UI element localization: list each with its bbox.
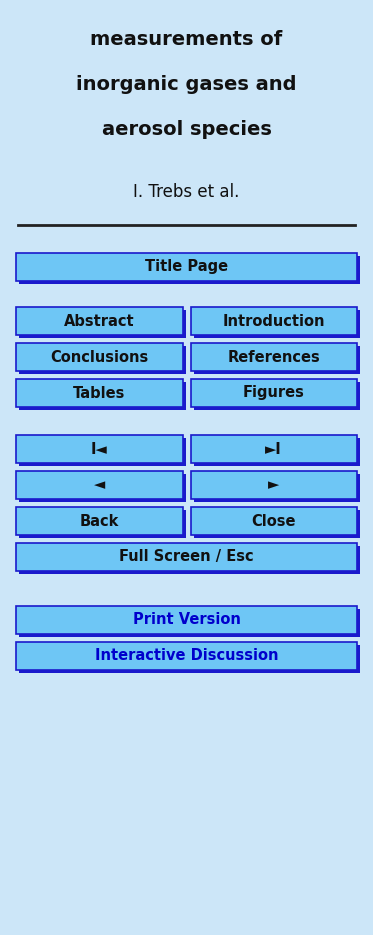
Text: I. Trebs et al.: I. Trebs et al. xyxy=(133,183,240,201)
Text: References: References xyxy=(228,350,320,365)
FancyBboxPatch shape xyxy=(16,253,357,281)
FancyBboxPatch shape xyxy=(19,546,360,574)
Text: ►I: ►I xyxy=(265,441,282,456)
FancyBboxPatch shape xyxy=(194,474,360,502)
Text: Interactive Discussion: Interactive Discussion xyxy=(95,649,278,664)
FancyBboxPatch shape xyxy=(194,510,360,538)
FancyBboxPatch shape xyxy=(16,543,357,571)
FancyBboxPatch shape xyxy=(19,310,185,338)
Text: Full Screen / Esc: Full Screen / Esc xyxy=(119,550,254,565)
FancyBboxPatch shape xyxy=(194,438,360,466)
FancyBboxPatch shape xyxy=(194,346,360,374)
FancyBboxPatch shape xyxy=(19,510,185,538)
FancyBboxPatch shape xyxy=(19,346,185,374)
FancyBboxPatch shape xyxy=(16,507,182,535)
Text: Introduction: Introduction xyxy=(223,313,325,328)
Text: Abstract: Abstract xyxy=(64,313,135,328)
Text: Print Version: Print Version xyxy=(132,612,241,627)
Text: aerosol species: aerosol species xyxy=(101,120,272,139)
FancyBboxPatch shape xyxy=(191,471,357,499)
Text: ►: ► xyxy=(268,478,279,493)
FancyBboxPatch shape xyxy=(191,507,357,535)
FancyBboxPatch shape xyxy=(16,343,182,371)
Text: ◄: ◄ xyxy=(94,478,105,493)
FancyBboxPatch shape xyxy=(191,343,357,371)
FancyBboxPatch shape xyxy=(194,310,360,338)
FancyBboxPatch shape xyxy=(16,435,182,463)
FancyBboxPatch shape xyxy=(191,379,357,407)
FancyBboxPatch shape xyxy=(19,382,185,410)
FancyBboxPatch shape xyxy=(191,435,357,463)
FancyBboxPatch shape xyxy=(194,382,360,410)
Text: inorganic gases and: inorganic gases and xyxy=(76,75,297,94)
Text: Conclusions: Conclusions xyxy=(50,350,148,365)
FancyBboxPatch shape xyxy=(19,474,185,502)
FancyBboxPatch shape xyxy=(16,606,357,634)
FancyBboxPatch shape xyxy=(19,438,185,466)
Text: Title Page: Title Page xyxy=(145,260,228,275)
FancyBboxPatch shape xyxy=(19,256,360,284)
FancyBboxPatch shape xyxy=(16,642,357,670)
FancyBboxPatch shape xyxy=(16,307,182,335)
Text: Figures: Figures xyxy=(243,385,305,400)
Text: Close: Close xyxy=(251,513,296,528)
FancyBboxPatch shape xyxy=(191,307,357,335)
FancyBboxPatch shape xyxy=(16,471,182,499)
Text: I◄: I◄ xyxy=(91,441,108,456)
Text: measurements of: measurements of xyxy=(90,30,283,49)
Text: Back: Back xyxy=(79,513,119,528)
FancyBboxPatch shape xyxy=(16,379,182,407)
Text: Tables: Tables xyxy=(73,385,125,400)
FancyBboxPatch shape xyxy=(19,609,360,637)
FancyBboxPatch shape xyxy=(19,645,360,673)
